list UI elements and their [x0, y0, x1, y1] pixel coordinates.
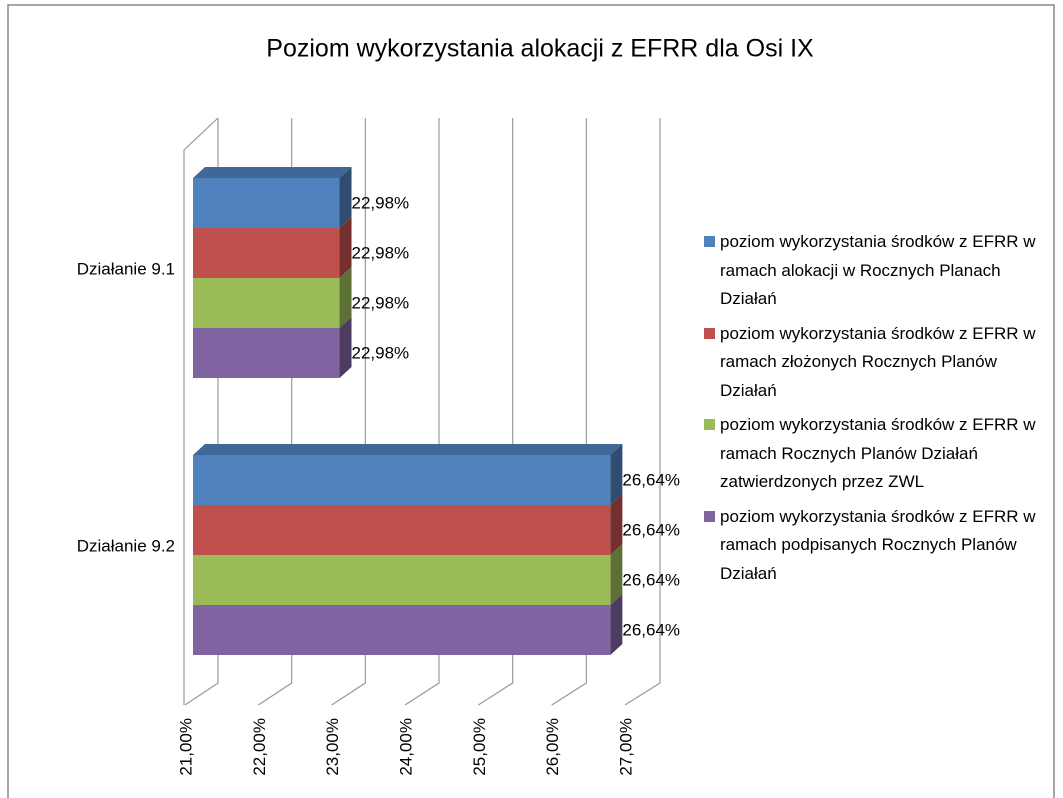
x-tick-label: 25,00% — [470, 718, 489, 776]
grid-line — [551, 118, 587, 706]
value-label: 22,98% — [352, 243, 410, 262]
bar-side — [339, 167, 352, 228]
bar-side — [339, 217, 352, 278]
bar-side — [339, 317, 352, 378]
value-label: 22,98% — [352, 193, 410, 212]
left-wall — [183, 117, 219, 705]
bar — [193, 178, 340, 228]
legend-swatch — [704, 236, 715, 247]
grid-line — [404, 118, 440, 706]
grid-line — [624, 118, 661, 706]
legend-label: poziom wykorzystania środków z EFRR w ra… — [720, 506, 1036, 583]
bar — [193, 328, 340, 378]
bar-side — [610, 444, 623, 505]
value-label: 26,64% — [622, 470, 680, 489]
x-tick-label: 21,00% — [176, 718, 195, 776]
category-label: Działanie 9.2 — [77, 536, 175, 555]
x-tick-label: 23,00% — [323, 718, 342, 776]
bar — [193, 505, 611, 555]
legend: poziom wykorzystania środków z EFRR w ra… — [704, 228, 1044, 594]
bar-side — [610, 544, 623, 605]
legend-item: poziom wykorzystania środków z EFRR w ra… — [704, 411, 1044, 497]
bar — [193, 605, 611, 655]
bar — [193, 455, 611, 505]
x-tick-label: 22,00% — [250, 718, 269, 776]
x-tick-label: 27,00% — [616, 718, 635, 776]
legend-item: poziom wykorzystania środków z EFRR w ra… — [704, 320, 1044, 406]
value-label: 22,98% — [352, 343, 410, 362]
chart-border — [7, 4, 1055, 798]
category-label: Działanie 9.1 — [77, 259, 175, 278]
legend-label: poziom wykorzystania środków z EFRR w ra… — [720, 232, 1036, 308]
legend-swatch — [704, 510, 715, 522]
grid-line — [478, 118, 514, 706]
grid-line — [331, 118, 366, 706]
legend-label: poziom wykorzystania środków z EFRR w ra… — [720, 415, 1036, 491]
value-label: 26,64% — [622, 570, 680, 589]
bar-side — [610, 594, 623, 655]
legend-item: poziom wykorzystania środków z EFRR w ra… — [704, 503, 1044, 589]
chart-title: Poziom wykorzystania alokacji z EFRR dla… — [266, 35, 814, 63]
legend-swatch — [704, 419, 715, 430]
bar — [193, 555, 611, 605]
value-label: 26,64% — [622, 620, 680, 639]
bar-side — [610, 494, 623, 555]
bar-side — [339, 267, 352, 328]
x-tick-label: 24,00% — [396, 718, 415, 776]
legend-swatch — [704, 327, 715, 339]
bar-top — [193, 444, 623, 455]
value-label: 26,64% — [622, 520, 680, 539]
bar — [193, 228, 340, 278]
legend-label: poziom wykorzystania środków z EFRR w ra… — [720, 323, 1036, 400]
bar-top — [193, 167, 352, 178]
bar — [193, 278, 340, 328]
value-label: 22,98% — [352, 293, 410, 312]
legend-item: poziom wykorzystania środków z EFRR w ra… — [704, 228, 1044, 314]
x-tick-label: 26,00% — [543, 718, 562, 776]
